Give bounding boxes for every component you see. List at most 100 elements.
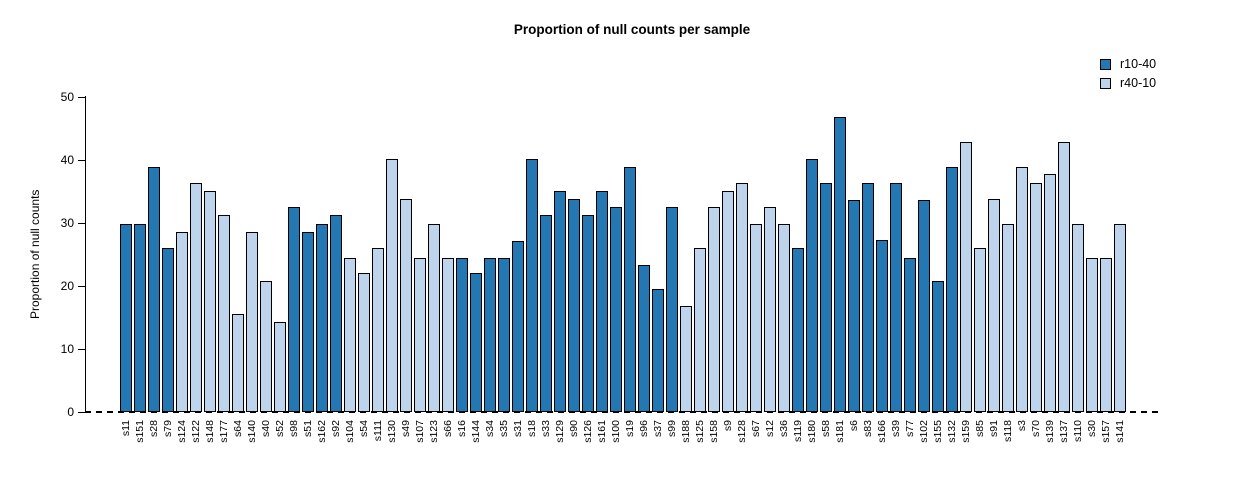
y-axis-tick [78, 97, 85, 98]
x-tick-label-s130: s130 [386, 420, 398, 443]
x-tick-label-s100: s100 [610, 420, 622, 443]
x-tick-label-s91: s91 [988, 420, 1000, 437]
bar-s19 [624, 167, 636, 412]
bar-s188 [680, 306, 692, 412]
bar-s30 [1086, 258, 1098, 412]
x-tick-label-s33: s33 [540, 420, 552, 437]
x-tick-label-s140: s140 [246, 420, 258, 443]
bar-s96 [638, 265, 650, 412]
y-axis-tick [78, 160, 85, 161]
legend-label: r10-40 [1120, 57, 1157, 71]
x-tick-label-s83: s83 [862, 420, 874, 437]
bar-s36 [778, 224, 790, 412]
bar-s137 [1058, 142, 1070, 412]
bar-s99 [666, 207, 678, 412]
x-tick-label-s51: s51 [302, 420, 314, 437]
x-tick-label-s155: s155 [932, 420, 944, 443]
bar-s166 [876, 240, 888, 412]
bar-s66 [442, 258, 454, 412]
x-tick-label-s180: s180 [806, 420, 818, 443]
bar-s119 [792, 248, 804, 412]
x-tick-label-s188: s188 [680, 420, 692, 443]
x-tick-label-s159: s159 [960, 420, 972, 443]
bar-s11 [120, 224, 132, 412]
bar-s18 [526, 159, 538, 412]
x-tick-label-s157: s157 [1100, 420, 1112, 443]
x-tick-label-s92: s92 [330, 420, 342, 437]
bar-s128 [736, 183, 748, 412]
x-tick-label-s36: s36 [778, 420, 790, 437]
x-tick-label-s98: s98 [288, 420, 300, 437]
bar-s54 [358, 273, 370, 412]
x-tick-label-s9: s9 [722, 420, 734, 432]
bar-s79 [162, 248, 174, 412]
bar-s155 [932, 281, 944, 412]
x-tick-label-s96: s96 [638, 420, 650, 437]
x-tick-label-s49: s49 [400, 420, 412, 437]
bar-s126 [582, 215, 594, 412]
x-tick-label-s126: s126 [582, 420, 594, 443]
y-axis-tick-label: 50 [60, 90, 74, 104]
x-tick-label-s52: s52 [274, 420, 286, 437]
bar-s16 [456, 258, 468, 412]
x-tick-label-s70: s70 [1030, 420, 1042, 437]
bar-s122 [190, 183, 202, 412]
x-tick-label-s31: s31 [512, 420, 524, 437]
bar-s92 [330, 215, 342, 412]
bar-s161 [596, 191, 608, 412]
bar-s162 [316, 224, 328, 412]
y-axis-tick-label: 40 [60, 153, 74, 167]
x-tick-label-s37: s37 [652, 420, 664, 437]
y-axis-tick-label: 20 [60, 279, 74, 293]
x-tick-label-s158: s158 [708, 420, 720, 443]
bar-s67 [750, 224, 762, 412]
bar-s177 [218, 215, 230, 412]
x-tick-label-s35: s35 [498, 420, 510, 437]
x-tick-label-s144: s144 [470, 420, 482, 443]
zero-baseline-dashed [85, 411, 1163, 413]
bar-s140 [246, 232, 258, 412]
bar-s90 [568, 199, 580, 412]
y-axis-tick-label: 10 [60, 342, 74, 356]
y-axis-tick [78, 412, 85, 413]
x-tick-label-s19: s19 [624, 420, 636, 437]
x-tick-label-s16: s16 [456, 420, 468, 437]
bar-s129 [554, 191, 566, 412]
y-axis-tick [78, 349, 85, 350]
bar-s52 [274, 322, 286, 412]
x-tick-label-s139: s139 [1044, 420, 1056, 443]
legend: r10-40 r40-10 [1100, 57, 1156, 95]
bar-s158 [708, 207, 720, 412]
bar-s104 [344, 258, 356, 412]
bar-s28 [148, 167, 160, 412]
x-tick-label-s18: s18 [526, 420, 538, 437]
x-tick-label-s90: s90 [568, 420, 580, 437]
bar-s34 [484, 258, 496, 412]
x-tick-label-s77: s77 [904, 420, 916, 437]
bar-s180 [806, 159, 818, 412]
bar-s118 [1002, 224, 1014, 412]
bar-s31 [512, 241, 524, 412]
bar-s139 [1044, 174, 1056, 412]
legend-item-r10-40: r10-40 [1100, 57, 1156, 71]
x-tick-label-s111: s111 [372, 420, 384, 442]
x-tick-label-s177: s177 [218, 420, 230, 443]
bar-s83 [862, 183, 874, 412]
bar-s124 [176, 232, 188, 412]
x-tick-label-s6: s6 [848, 420, 860, 432]
x-tick-label-s30: s30 [1086, 420, 1098, 437]
chart-title: Proportion of null counts per sample [513, 22, 751, 37]
bar-s35 [498, 258, 510, 412]
bar-s70 [1030, 183, 1042, 412]
bar-s91 [988, 199, 1000, 412]
x-tick-label-s64: s64 [232, 420, 244, 437]
bar-s102 [918, 200, 930, 412]
bar-s58 [820, 183, 832, 412]
y-axis-tick [78, 223, 85, 224]
bar-s9 [722, 191, 734, 412]
bar-s3 [1016, 167, 1028, 412]
bar-s130 [386, 159, 398, 412]
bar-s151 [134, 224, 146, 412]
bar-s159 [960, 142, 972, 412]
bar-s98 [288, 207, 300, 412]
